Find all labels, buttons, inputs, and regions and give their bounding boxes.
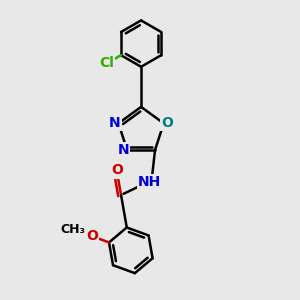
Text: Cl: Cl (99, 56, 114, 70)
Text: CH₃: CH₃ (60, 223, 85, 236)
Text: N: N (118, 143, 129, 157)
Text: O: O (161, 116, 173, 130)
Text: NH: NH (138, 175, 161, 189)
Text: N: N (109, 116, 121, 130)
Text: O: O (111, 164, 123, 177)
Text: O: O (86, 229, 98, 243)
